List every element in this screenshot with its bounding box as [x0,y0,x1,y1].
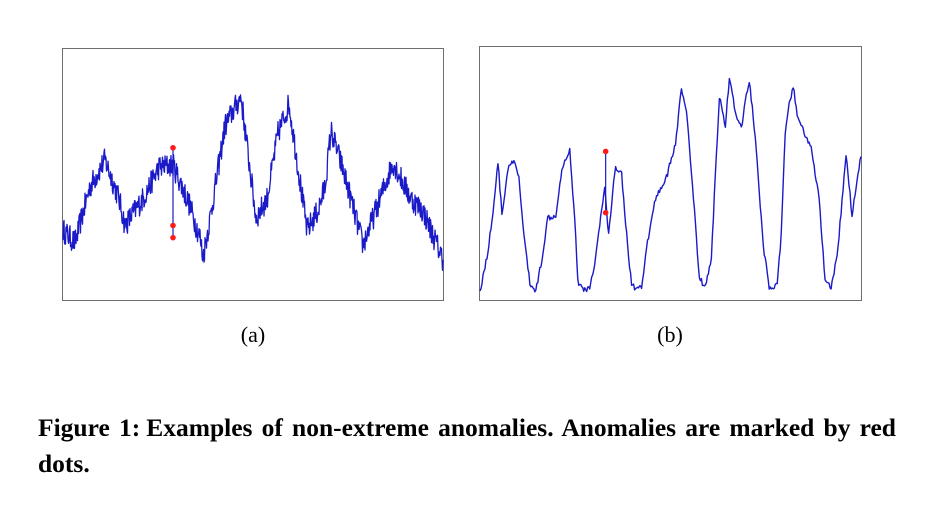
chart-b-anomaly-dot [602,148,609,155]
chart-panel-b [479,46,862,301]
chart-a-anomaly-dot [170,234,176,241]
chart-b-anomaly-dot [602,209,609,216]
caption-label: Figure 1: [38,413,141,442]
panel-label-b: (b) [657,322,683,347]
chart-b-series-line [479,77,862,293]
panel-label-a: (a) [240,322,266,347]
figure-caption: Figure 1: Examples of non-extreme anomali… [38,410,896,482]
chart-b-plot [479,77,862,293]
chart-a-anomaly-dot [170,222,176,229]
chart-a-plot [62,94,444,271]
chart-a-series-line [62,94,444,271]
chart-panel-a [62,48,444,301]
caption-text: Examples of non-extreme anomalies. Anoma… [38,413,896,478]
chart-a-anomaly-dot [170,144,176,151]
